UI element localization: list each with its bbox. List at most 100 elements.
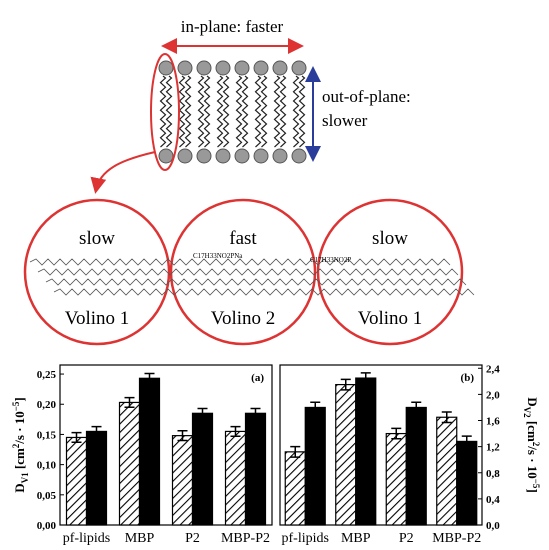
- circle: [316, 198, 464, 346]
- bar: [118, 401, 141, 526]
- bar: [65, 436, 88, 526]
- x-tick-label: P2: [399, 531, 414, 546]
- lipid-head: [272, 148, 288, 164]
- circle: [169, 198, 317, 346]
- rate-label: slow: [372, 228, 408, 249]
- error-bar: [124, 396, 135, 409]
- x-tick-label: MBP-P2: [432, 531, 481, 546]
- error-bar: [197, 407, 208, 419]
- side-label: out-of-plane:: [322, 87, 411, 106]
- lipid-tail: [216, 75, 224, 148]
- error-bar: [177, 430, 188, 442]
- lipid-tail: [279, 75, 287, 148]
- error-bar: [310, 401, 321, 414]
- lipid-head: [215, 60, 231, 76]
- error-bar: [71, 431, 82, 444]
- x-tick-label: MBP-P2: [221, 531, 270, 546]
- chain: [29, 258, 451, 266]
- error-bar: [461, 435, 472, 448]
- y-tick-label: 0,0: [486, 520, 500, 532]
- y-axis-label-part: D: [12, 483, 27, 492]
- error-bar: [230, 425, 241, 437]
- bar: [85, 430, 108, 526]
- model-label: Volino 1: [65, 308, 130, 329]
- lipid-tail: [241, 75, 249, 148]
- lipid-tail: [222, 75, 230, 148]
- y-axis-label-part: /s · 10: [525, 445, 540, 479]
- lipid-head: [215, 148, 231, 164]
- lipid-head: [158, 148, 174, 164]
- error-bar: [360, 372, 371, 385]
- bar-chart: 0,0 0,4 0,8 1,2 1,6 2,0 2,4 DV2 [cm2/s · 10−5] (…: [279, 363, 541, 546]
- lipid-tail: [203, 75, 211, 148]
- bar-chart: 0,00 0,05 0,10 0,15 0,20 0,25 DV1 [cm2/s · 10−…: [11, 364, 273, 546]
- lipid-head: [234, 148, 250, 164]
- bar: [191, 412, 214, 526]
- bar: [335, 383, 357, 526]
- lipid-head: [196, 148, 212, 164]
- lipid-tail: [292, 75, 300, 148]
- side-label: slower: [322, 111, 368, 130]
- model-label: Volino 2: [211, 308, 276, 329]
- panel-label: (b): [461, 372, 475, 384]
- molecule: [29, 258, 475, 296]
- error-bar: [144, 372, 155, 384]
- bar: [456, 440, 478, 526]
- y-tick-label: 0,4: [486, 494, 500, 506]
- chain: [37, 268, 459, 276]
- diagram: in-plane: faster out-of-plane: slower C1…: [23, 17, 475, 346]
- lipid-tail: [235, 75, 243, 148]
- membrane: [158, 60, 307, 164]
- y-axis-label: DV2 [cm2/s · 10−5]: [522, 397, 541, 493]
- lipid-tail: [197, 75, 205, 148]
- error-bar: [290, 445, 301, 458]
- lipid-head: [253, 148, 269, 164]
- error-bar: [340, 378, 351, 391]
- y-tick-label: 2,4: [486, 363, 500, 375]
- bar: [385, 432, 407, 526]
- bar: [436, 416, 458, 526]
- formula: C17H33NO2PNa: [193, 252, 243, 260]
- lipid-tail: [178, 75, 186, 148]
- arrow: [90, 151, 156, 194]
- bar: [138, 377, 161, 526]
- highlight: [150, 53, 180, 171]
- y-axis-label: DV1 [cm2/s · 10−5]: [11, 397, 30, 493]
- y-axis-label-part: /s · 10: [12, 411, 27, 445]
- x-tick-label: pf-lipids: [282, 531, 329, 546]
- x-tick-label: pf-lipids: [63, 531, 110, 546]
- bar: [171, 435, 194, 526]
- y-tick-label: 2,0: [486, 389, 500, 401]
- y-tick-label: 0,15: [37, 429, 57, 441]
- lipid-tail: [298, 75, 306, 148]
- rate-label: slow: [79, 228, 115, 249]
- lipid-head: [177, 60, 193, 76]
- y-tick-label: 1,6: [486, 416, 500, 428]
- lipid-tail: [159, 75, 167, 148]
- x-tick-label: MBP: [125, 531, 155, 546]
- x-tick-label: MBP: [341, 531, 371, 546]
- lipid-head: [177, 148, 193, 164]
- y-tick-label: 0,25: [37, 369, 57, 381]
- bar: [224, 430, 247, 526]
- panel-label: (a): [251, 372, 264, 384]
- error-bar: [391, 427, 402, 440]
- y-axis-label-part: −5: [531, 479, 541, 489]
- error-bar: [250, 407, 261, 419]
- y-axis-label-part: D: [525, 397, 540, 406]
- plot-frame: [279, 364, 483, 526]
- lipid-head: [253, 60, 269, 76]
- bar: [304, 406, 326, 526]
- circle: [23, 198, 171, 346]
- y-tick-label: 1,2: [486, 442, 500, 454]
- top-label: in-plane: faster: [181, 17, 284, 36]
- lipid-head: [196, 60, 212, 76]
- y-axis-label-part: ]: [525, 488, 540, 492]
- formula: C17H33NO2P: [310, 256, 351, 264]
- y-axis-label-part: V1: [20, 472, 30, 483]
- y-axis-label-part: [cm: [525, 418, 540, 442]
- chain: [45, 278, 467, 286]
- y-axis-label-part: [cm: [12, 448, 27, 472]
